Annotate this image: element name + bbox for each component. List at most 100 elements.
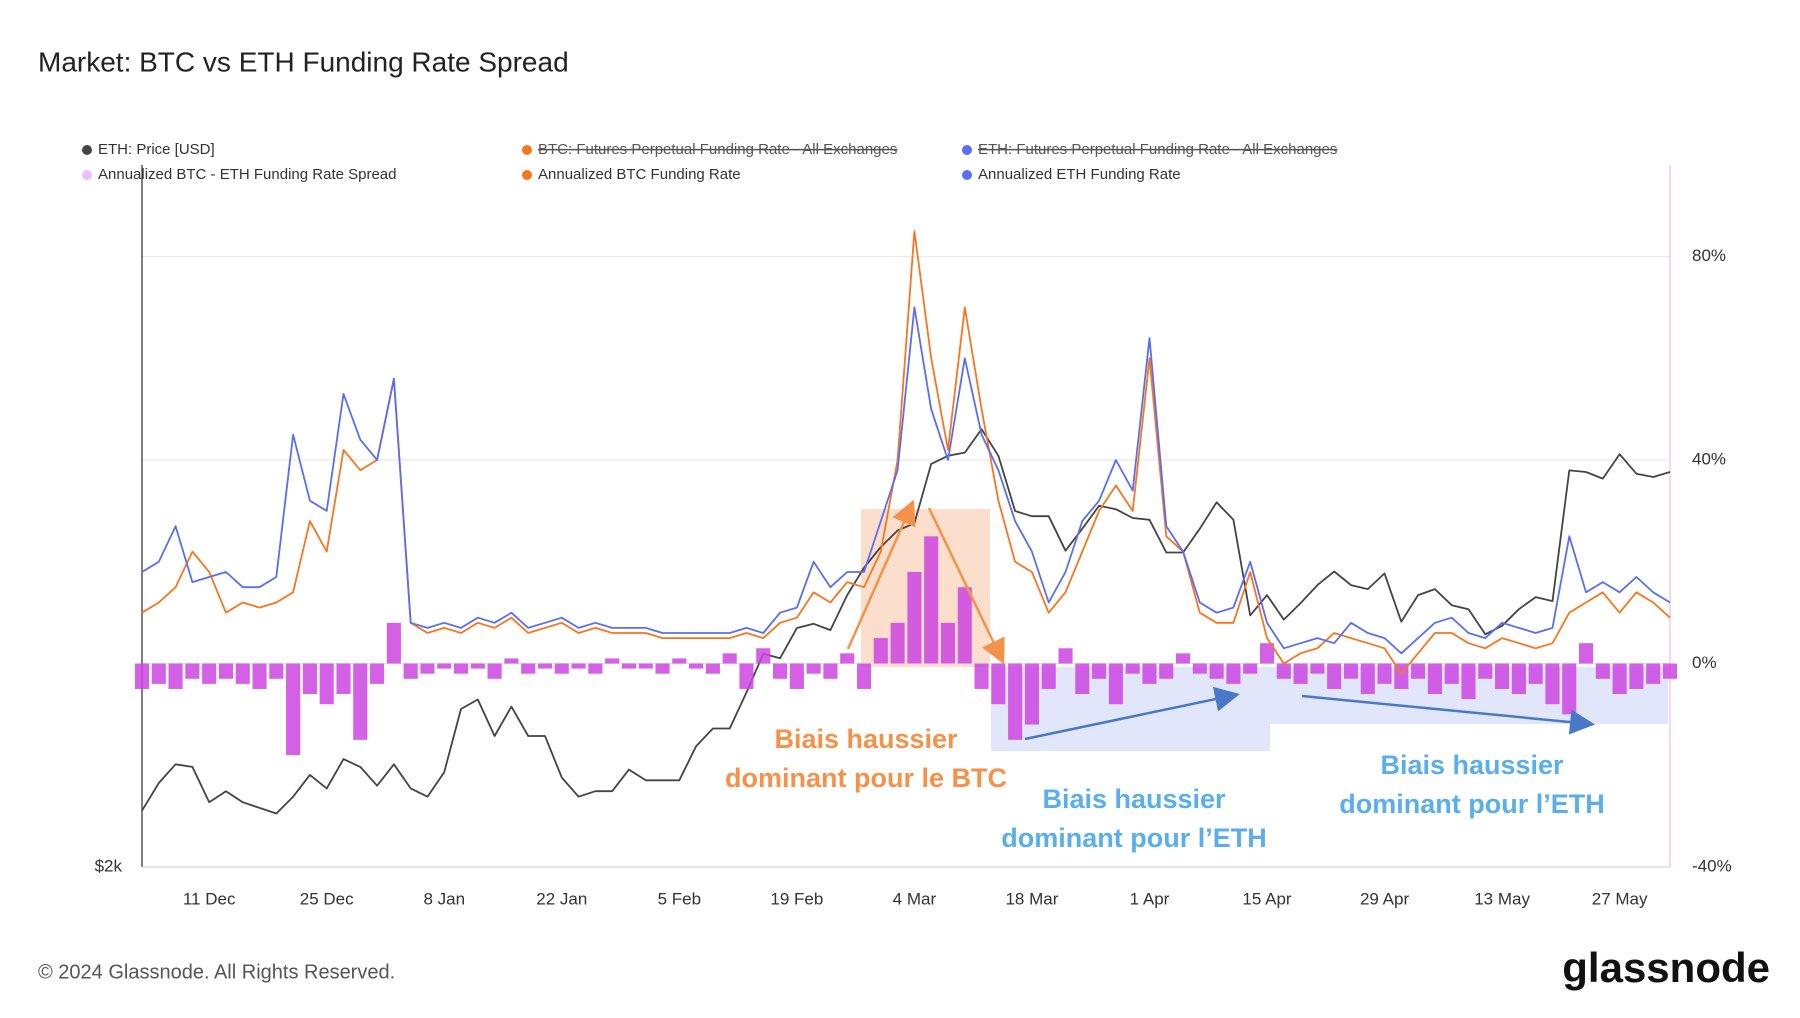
spread-bar [1662, 663, 1678, 679]
spread-bar [1612, 663, 1627, 695]
x-tick-label: 5 Feb [658, 889, 701, 908]
legend-marker [522, 145, 532, 155]
spread-bar [823, 663, 838, 679]
spread-bar [1478, 663, 1493, 679]
spread-bar [202, 663, 217, 684]
spread-bar [1125, 663, 1140, 674]
spread-bar [890, 622, 905, 664]
spread-bar [739, 663, 754, 689]
spread-bar [1562, 663, 1577, 715]
spread-bar [991, 663, 1006, 705]
spread-bar [1528, 663, 1543, 684]
spread-bar [1360, 663, 1375, 695]
spread-bar [470, 663, 485, 669]
spread-bar [789, 663, 804, 689]
spread-bar [571, 663, 586, 669]
y2-tick-label: -40% [1692, 856, 1732, 875]
y-tick-label: $2k [95, 856, 123, 875]
spread-bar [487, 663, 502, 679]
spread-bar [403, 663, 418, 679]
x-tick-label: 29 Apr [1360, 889, 1409, 908]
spread-bar [420, 663, 435, 674]
y2-tick-label: 40% [1692, 450, 1726, 469]
arrows [846, 499, 1595, 741]
spread-bar [856, 663, 872, 689]
spread-bar [957, 587, 972, 664]
spread-bar [621, 663, 636, 669]
spread-bar [218, 663, 234, 679]
spread-bar [806, 663, 821, 674]
spread-bar [907, 571, 922, 664]
spread-bar [1495, 663, 1510, 689]
y2-tick-label: 80% [1692, 246, 1726, 265]
spread-bar [1595, 663, 1610, 679]
annotation: dominant pour l’ETH [1001, 823, 1266, 853]
spread-bar [235, 663, 250, 684]
spread-bar [286, 663, 301, 756]
spread-bar [1259, 643, 1275, 664]
spread-bar [1024, 663, 1039, 725]
spread-bar [1629, 663, 1644, 689]
arrow [1024, 686, 1240, 741]
x-tick-label: 8 Jan [423, 889, 465, 908]
chart-title: Market: BTC vs ETH Funding Rate Spread [38, 46, 569, 77]
y2-tick-label: 0% [1692, 653, 1717, 672]
spread-bar [1427, 663, 1442, 695]
annotation: Biais haussier [1380, 750, 1564, 780]
spread-bar [605, 658, 620, 664]
spread-bar [168, 663, 183, 689]
spread-bar [302, 663, 317, 695]
spread-bar [319, 663, 334, 705]
x-tick-label: 25 Dec [300, 889, 354, 908]
x-tick-label: 1 Apr [1130, 889, 1170, 908]
x-tick-label: 27 May [1592, 889, 1648, 908]
spread-bar [1041, 663, 1056, 689]
copyright: © 2024 Glassnode. All Rights Reserved. [38, 961, 395, 983]
spread-bar [1578, 643, 1594, 664]
spread-bar [269, 663, 284, 679]
legend-label: Annualized ETH Funding Rate [978, 166, 1181, 183]
legend-label: Annualized BTC Funding Rate [538, 166, 741, 183]
spread-bar [1293, 663, 1308, 684]
annotation: dominant pour le BTC [725, 763, 1007, 793]
spread-bar [1226, 663, 1241, 684]
spread-bar [151, 663, 166, 684]
spread-bar [1545, 663, 1560, 705]
spread-bar [1377, 663, 1392, 684]
spread-bar [1209, 663, 1224, 679]
spread-bar [1243, 663, 1258, 674]
spread-bar [722, 653, 737, 664]
spread-bar [336, 663, 351, 695]
x-tick-label: 4 Mar [893, 889, 937, 908]
spread-bar [1310, 663, 1325, 674]
spread-bar [840, 653, 855, 664]
x-tick-label: 22 Jan [536, 889, 587, 908]
spread-bar [353, 663, 368, 740]
spread-bar [453, 663, 469, 674]
series-line [141, 306, 1671, 655]
spread-bar [1008, 663, 1023, 740]
spread-bar [588, 663, 603, 674]
annotation: Biais haussier [774, 724, 958, 754]
spread-bar [1646, 663, 1661, 684]
arrow [846, 499, 916, 650]
spread-bar [554, 663, 569, 674]
legend-marker [962, 145, 972, 155]
spread-bar [638, 663, 653, 669]
spread-bar [1075, 663, 1090, 695]
legend-label: ETH: Futures Perpetual Funding Rate - Al… [978, 141, 1337, 158]
legend-label: ETH: Price [USD] [98, 141, 215, 158]
spread-bar [1511, 663, 1526, 695]
spread-bar [924, 536, 939, 664]
x-tick-label: 19 Feb [770, 889, 823, 908]
arrow [927, 507, 1005, 665]
spread-bar [655, 663, 670, 674]
spread-bar [1176, 653, 1191, 664]
legend-marker [962, 170, 972, 180]
spread-bar [773, 663, 788, 679]
legend-marker [82, 145, 92, 155]
spread-bar [185, 663, 200, 679]
legend-label: BTC: Futures Perpetual Funding Rate - Al… [538, 141, 897, 158]
spread-bar [672, 658, 687, 664]
